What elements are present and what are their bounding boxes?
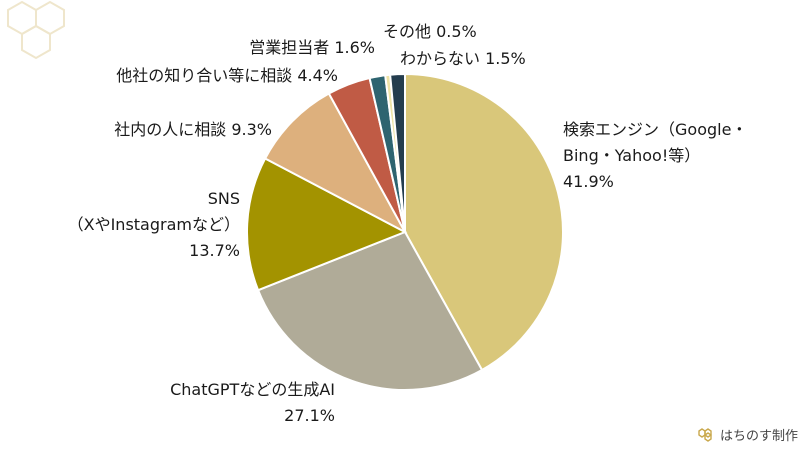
label-generative-ai: ChatGPTなどの生成AI 27.1% <box>170 377 335 429</box>
slice-sns <box>246 157 408 292</box>
slice-label-line: ChatGPTなどの生成AI <box>170 380 335 399</box>
label-sns: SNS （XやInstagramなど） 13.7% <box>68 186 240 264</box>
brand-footer: はちのす制作 <box>696 425 798 444</box>
slice-percent: 4.4% <box>297 66 338 85</box>
slice-label-line: Bing・Yahoo!等） <box>563 146 701 165</box>
slice-internal-colleague <box>263 92 408 235</box>
slice-label-text: わからない <box>400 49 486 68</box>
slice-percent: 13.7% <box>189 241 240 260</box>
label-unknown: わからない 1.5% <box>400 46 526 72</box>
slice-percent: 0.5% <box>436 22 477 41</box>
slice-generative-ai <box>256 230 484 391</box>
slice-unknown <box>389 72 406 233</box>
slice-label-line: 検索エンジン（Google・ <box>563 120 748 139</box>
slice-search-engine <box>404 72 564 372</box>
label-other: その他 0.5% <box>383 19 477 45</box>
label-sales-rep: 営業担当者 1.6% <box>249 35 375 61</box>
slice-label-text: 社内の人に相談 <box>114 120 232 139</box>
brand-name: はちのす制作 <box>719 429 798 444</box>
label-internal-colleague: 社内の人に相談 9.3% <box>114 117 272 143</box>
slice-label-text: 営業担当者 <box>249 38 335 57</box>
slice-percent: 1.6% <box>334 38 375 57</box>
slice-percent: 9.3% <box>231 120 272 139</box>
honeycomb-icon <box>698 427 712 442</box>
label-external-acquaintance: 他社の知り合い等に相談 4.4% <box>116 63 338 89</box>
slice-label-text: 他社の知り合い等に相談 <box>116 66 298 85</box>
slice-percent: 1.5% <box>485 49 526 68</box>
slice-label-text: その他 <box>383 22 437 41</box>
slice-label-line: （XやInstagramなど） <box>67 215 240 234</box>
honeycomb-decoration <box>7 0 65 60</box>
slice-percent: 27.1% <box>284 406 335 425</box>
slice-label-line: SNS <box>207 189 240 208</box>
slice-percent: 41.9% <box>563 172 614 191</box>
label-search-engine: 検索エンジン（Google・ Bing・Yahoo!等） 41.9% <box>563 117 747 195</box>
